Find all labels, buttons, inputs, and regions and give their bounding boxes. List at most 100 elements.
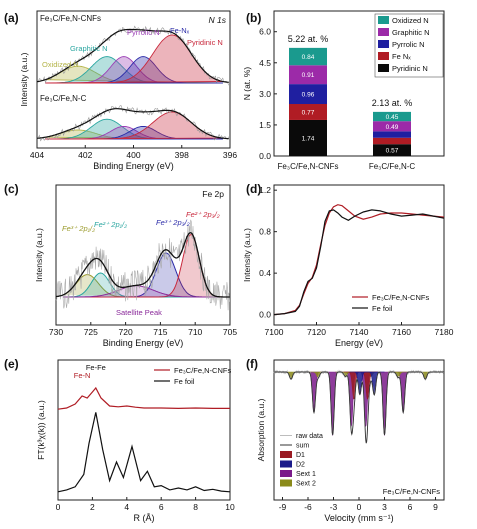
bar-value-label: 0.96 <box>302 92 315 99</box>
legend-label: Fe₃C/Fe,N-CNFs <box>174 366 231 375</box>
legend-label: D2 <box>296 462 305 469</box>
legend-swatch <box>378 64 389 72</box>
satellite-peak <box>63 285 223 298</box>
x-tick-label: 0 <box>56 502 61 512</box>
x-tick-label: 0 <box>357 502 362 512</box>
trace-label: Fe₃C/Fe,N-CNFs <box>40 14 101 23</box>
legend-swatch <box>280 479 292 487</box>
legend-label: raw data <box>296 433 323 440</box>
sum-trace <box>274 371 444 444</box>
x-tick-label: 730 <box>49 327 63 337</box>
bar-segment-oxidized-n <box>373 111 411 122</box>
subspectrum-line <box>322 371 343 437</box>
subspectrum-line <box>303 371 324 414</box>
x-tick-label: 715 <box>153 327 167 337</box>
legend-swatch <box>280 470 292 477</box>
x-tick-label: 2 <box>90 502 95 512</box>
x-tick-label: -6 <box>304 502 312 512</box>
y-tick-label: 3.0 <box>259 89 271 99</box>
bar-value-label: 0.91 <box>302 72 315 79</box>
legend-swatch <box>378 28 389 36</box>
legend-label: Fe Nₓ <box>392 52 411 61</box>
y-axis-label: Absorption (a.u.) <box>256 398 266 461</box>
x-tick-label: 3 <box>382 502 387 512</box>
x-tick-label: 7100 <box>265 327 284 337</box>
panel-a: (a) 404 402 400 398 396 Binding Energy (eV) Int… <box>4 10 237 171</box>
bar-segment-pyridinic-n <box>289 119 327 156</box>
x-tick-label: 725 <box>84 327 98 337</box>
panel-f: (f) -9 -6 -3 0 3 6 9 Velocity (mm s⁻¹) Absorption… <box>246 357 445 523</box>
x-tick-label: 7120 <box>307 327 326 337</box>
plot-frame <box>57 359 231 501</box>
y-tick-label: 6.0 <box>259 27 271 37</box>
spectrum-annotation: N 1s <box>209 15 227 25</box>
x-tick-label: 398 <box>175 150 189 160</box>
y-tick-label: 0.0 <box>259 151 271 161</box>
subspectrum-line <box>374 371 395 436</box>
x-tick-label: 396 <box>223 150 237 160</box>
component-label: Graphitic N <box>70 44 108 53</box>
legend-label: Oxidized N <box>392 16 429 25</box>
bar-segment-graphitic-n <box>289 65 327 85</box>
raw-trace <box>55 219 230 311</box>
legend-label: D1 <box>296 452 305 459</box>
x-axis-label: R (Å) <box>134 513 155 523</box>
plot-frame <box>273 10 445 157</box>
panel-label: (a) <box>4 11 19 25</box>
x-category-label: Fe₃C/Fe,N-C <box>369 162 416 171</box>
legend-label: Sext 2 <box>296 481 316 488</box>
bar-value-label: 0.84 <box>302 54 315 61</box>
x-tick-label: 402 <box>78 150 92 160</box>
sample-annotation: Fe₃C/Fe,N-CNFs <box>383 487 440 496</box>
fit-trace <box>36 28 229 83</box>
x-tick-label: 7140 <box>350 327 369 337</box>
x-tick-label: 7160 <box>392 327 411 337</box>
x-axis-label: Energy (eV) <box>335 338 383 348</box>
bar-value-label: 0.49 <box>386 124 399 131</box>
bar-segment-pyridinic-n <box>373 144 411 156</box>
bar-value-label: 0.57 <box>386 148 399 155</box>
panel-c: (c) 730 725 720 715 710 705 Binding Energy (eV)… <box>4 182 237 348</box>
panel-label: (f) <box>246 357 258 371</box>
fit-trace <box>55 232 230 298</box>
peak-label: Fe³⁺ 2p₁/₂ <box>62 224 95 233</box>
x-tick-label: 6 <box>159 502 164 512</box>
y-tick-label: 1.5 <box>259 120 271 130</box>
plot-frame <box>55 184 231 326</box>
peak-annotation: Fe-N <box>74 371 91 380</box>
panel-label: (d) <box>246 182 261 196</box>
x-tick-label: 720 <box>119 327 133 337</box>
bar-segment-pyrrolic-n <box>373 131 411 138</box>
panel-label: (c) <box>4 182 19 196</box>
y-axis-label: Intensity (a.u.) <box>242 228 252 282</box>
legend-label: Sext 1 <box>296 471 316 478</box>
x-axis-label: Binding Energy (eV) <box>93 161 174 171</box>
y-axis-label: FT(k³χ(k)) (a.u.) <box>36 400 46 460</box>
peak-label: Fe³⁺ 2p₃/₂ <box>156 218 190 227</box>
series-line <box>273 209 445 316</box>
y-tick-label: 4.5 <box>259 58 271 68</box>
x-tick-label: 6 <box>408 502 413 512</box>
peak-label: Fe²⁺ 2p₁/₂ <box>94 220 127 229</box>
legend-label: sum <box>296 443 309 450</box>
legend-swatch <box>280 451 292 458</box>
y-tick-label: 1.2 <box>259 185 271 195</box>
legend-label: Pyridinic N <box>392 64 428 73</box>
x-tick-label: 400 <box>126 150 140 160</box>
panel-d: (d) 7100 7120 7140 7160 7180 Energy (eV) 0.0 0.4… <box>242 182 454 348</box>
bar-segment-graphitic-n <box>373 121 411 132</box>
series-line <box>57 386 230 410</box>
bar-value-label: 1.74 <box>302 135 315 142</box>
peak-annotation: Fe-Fe <box>86 363 106 372</box>
legend-swatch <box>280 460 292 468</box>
legend-swatch <box>378 52 389 60</box>
legend-label: Fe foil <box>372 304 393 313</box>
legend-swatch <box>378 16 389 24</box>
y-axis-label: Intensity (a.u.) <box>19 52 29 106</box>
bar-value-label: 0.77 <box>302 109 315 116</box>
component-label: Pyrrolic N <box>127 28 160 37</box>
y-axis-label: Intensity (a.u.) <box>34 228 44 282</box>
x-tick-label: 10 <box>225 502 235 512</box>
satellite-label: Satellite Peak <box>116 308 162 317</box>
